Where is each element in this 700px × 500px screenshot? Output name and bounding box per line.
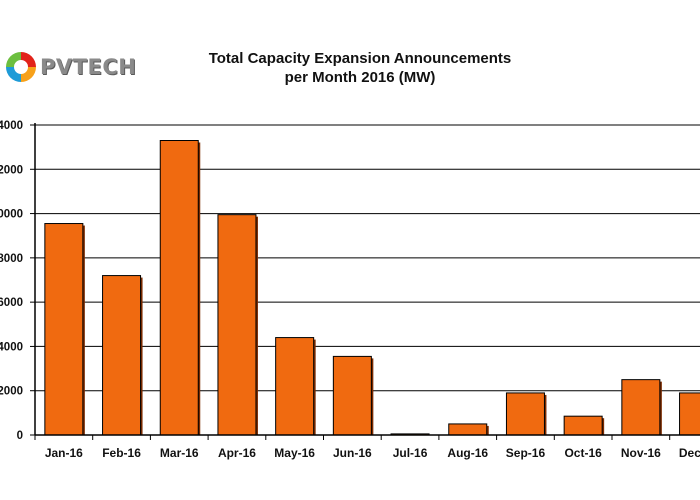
y-tick-label: 0 xyxy=(17,430,23,442)
chart-title-line1: Total Capacity Expansion Announcements xyxy=(208,50,512,67)
bar xyxy=(505,392,545,436)
x-tick-label: Jun-16 xyxy=(333,446,372,460)
x-tick-label: Nov-16 xyxy=(621,446,661,460)
logo-text: PVTECH xyxy=(40,55,137,79)
pvtech-logo-icon xyxy=(6,52,36,82)
x-tick-label: Jul-16 xyxy=(393,446,428,460)
x-tick-label: Mar-16 xyxy=(160,446,199,460)
x-tick-label: Oct-16 xyxy=(564,446,602,460)
pvtech-logo: PVTECH xyxy=(4,50,136,84)
bar xyxy=(679,392,700,436)
chart-title-line2: per Month 2016 (MW) xyxy=(284,69,436,86)
bar xyxy=(621,379,661,436)
y-tick-label: 6000 xyxy=(0,297,23,309)
y-tick-label: 4000 xyxy=(0,341,23,353)
chart-title: Total Capacity Expansion Announcements p… xyxy=(160,49,560,87)
x-tick-label: Apr-16 xyxy=(218,446,256,460)
bar xyxy=(332,355,372,436)
y-tick-label: 2000 xyxy=(0,386,23,398)
y-tick-label: 8000 xyxy=(0,253,23,265)
bar xyxy=(159,140,199,436)
y-tick-label: 10000 xyxy=(0,209,23,221)
x-tick-label: Dec-16 xyxy=(679,446,700,460)
x-tick-label: Sep-16 xyxy=(506,446,546,460)
x-tick-label: Jan-16 xyxy=(45,446,83,460)
bar xyxy=(217,214,257,436)
x-tick-label: Feb-16 xyxy=(102,446,141,460)
x-tick-label: May-16 xyxy=(274,446,315,460)
bar xyxy=(44,223,84,436)
y-tick-label: 12000 xyxy=(0,164,23,176)
bar xyxy=(563,415,603,436)
bar xyxy=(275,337,315,436)
bar xyxy=(448,423,488,436)
y-tick-label: 14000 xyxy=(0,120,23,132)
x-tick-label: Aug-16 xyxy=(447,446,488,460)
bar xyxy=(102,275,142,436)
